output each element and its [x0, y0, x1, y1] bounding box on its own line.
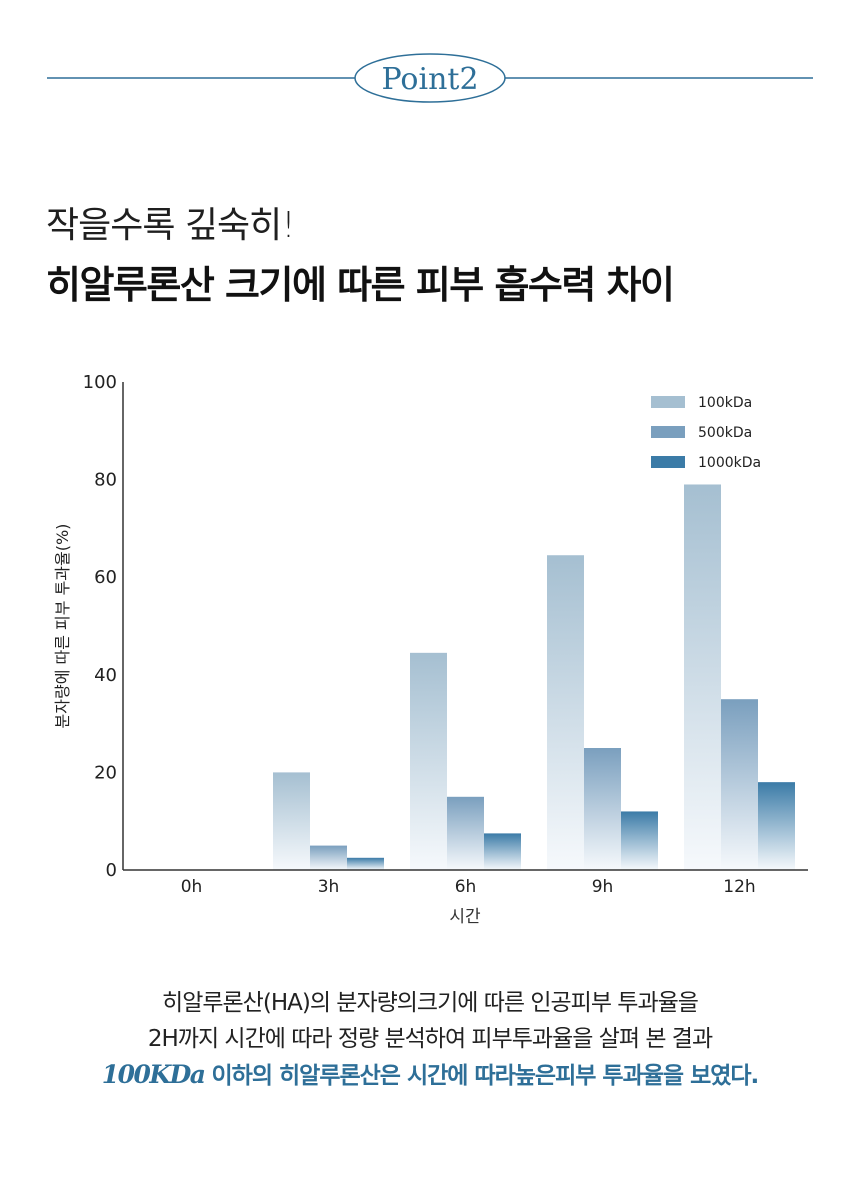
y-axis-label: 분자량에 따른 피부 투과율(%) [53, 524, 72, 729]
description-line-1: 히알루론산(HA)의 분자량의크기에 따른 인공피부 투과율을 [162, 990, 699, 1016]
bar-500kda-9h [584, 748, 621, 870]
legend-swatch-1000kda [651, 456, 685, 468]
legend-swatch-500kda [651, 426, 685, 438]
headline-subtitle: 작을수록 깊숙히! [46, 205, 296, 246]
bar-500kda-12h [721, 699, 758, 870]
x-tick-label-9h: 9h [592, 877, 614, 897]
y-tick-label-40: 40 [94, 665, 117, 686]
legend-swatch-100kda [651, 396, 685, 408]
bar-100kda-12h [684, 484, 721, 870]
y-tick-label-80: 80 [94, 470, 117, 491]
y-tick-labels: 0 20 40 60 80 100 [83, 372, 117, 881]
description-highlight: 100KDa [101, 1060, 206, 1089]
point-badge-label: Point2 [381, 62, 478, 97]
description-line-3-rest: 이하의 히알루론산은 시간에 따라높은피부 투과율을 보였다. [204, 1063, 760, 1089]
x-tick-label-0h: 0h [181, 877, 203, 897]
plot-bars [273, 484, 795, 870]
bar-1000kda-6h [484, 833, 521, 870]
bar-100kda-6h [410, 652, 447, 870]
bar-100kda-9h [547, 555, 584, 870]
bar-1000kda-3h [347, 857, 384, 870]
y-tick-label-0: 0 [106, 860, 117, 881]
x-tick-label-3h: 3h [318, 877, 340, 897]
bar-500kda-3h [310, 845, 347, 870]
description: 히알루론산(HA)의 분자량의크기에 따른 인공피부 투과율을 2H까지 시간에… [0, 985, 860, 1094]
description-line-2: 2H까지 시간에 따라 정량 분석하여 피부투과율을 살펴 본 결과 [147, 1026, 713, 1052]
point-header: Point2 [47, 53, 813, 103]
chart-legend: 100kDa 500kDa 1000kDa [651, 395, 761, 471]
bar-500kda-6h [447, 796, 484, 870]
bar-1000kda-12h [758, 782, 795, 870]
legend-label-500kda: 500kDa [698, 425, 752, 441]
bar-100kda-3h [273, 772, 310, 870]
point-badge-oval [354, 53, 506, 103]
x-tick-label-6h: 6h [455, 877, 477, 897]
bar-1000kda-9h [621, 811, 658, 870]
legend-label-1000kda: 1000kDa [698, 455, 761, 471]
y-tick-label-100: 100 [83, 372, 117, 393]
x-tick-label-12h: 12h [723, 877, 755, 897]
y-tick-label-20: 20 [94, 762, 117, 783]
legend-label-100kda: 100kDa [698, 395, 752, 411]
headline-title: 히알루론산 크기에 따른 피부 흡수력 차이 [46, 263, 675, 307]
description-line-3: 100KDa 이하의 히알루론산은 시간에 따라높은피부 투과율을 보였다. [0, 1057, 860, 1094]
y-tick-label-60: 60 [94, 567, 117, 588]
x-axis-label: 시간 [449, 907, 481, 927]
x-tick-labels: 0h 3h 6h 9h 12h [181, 877, 756, 897]
